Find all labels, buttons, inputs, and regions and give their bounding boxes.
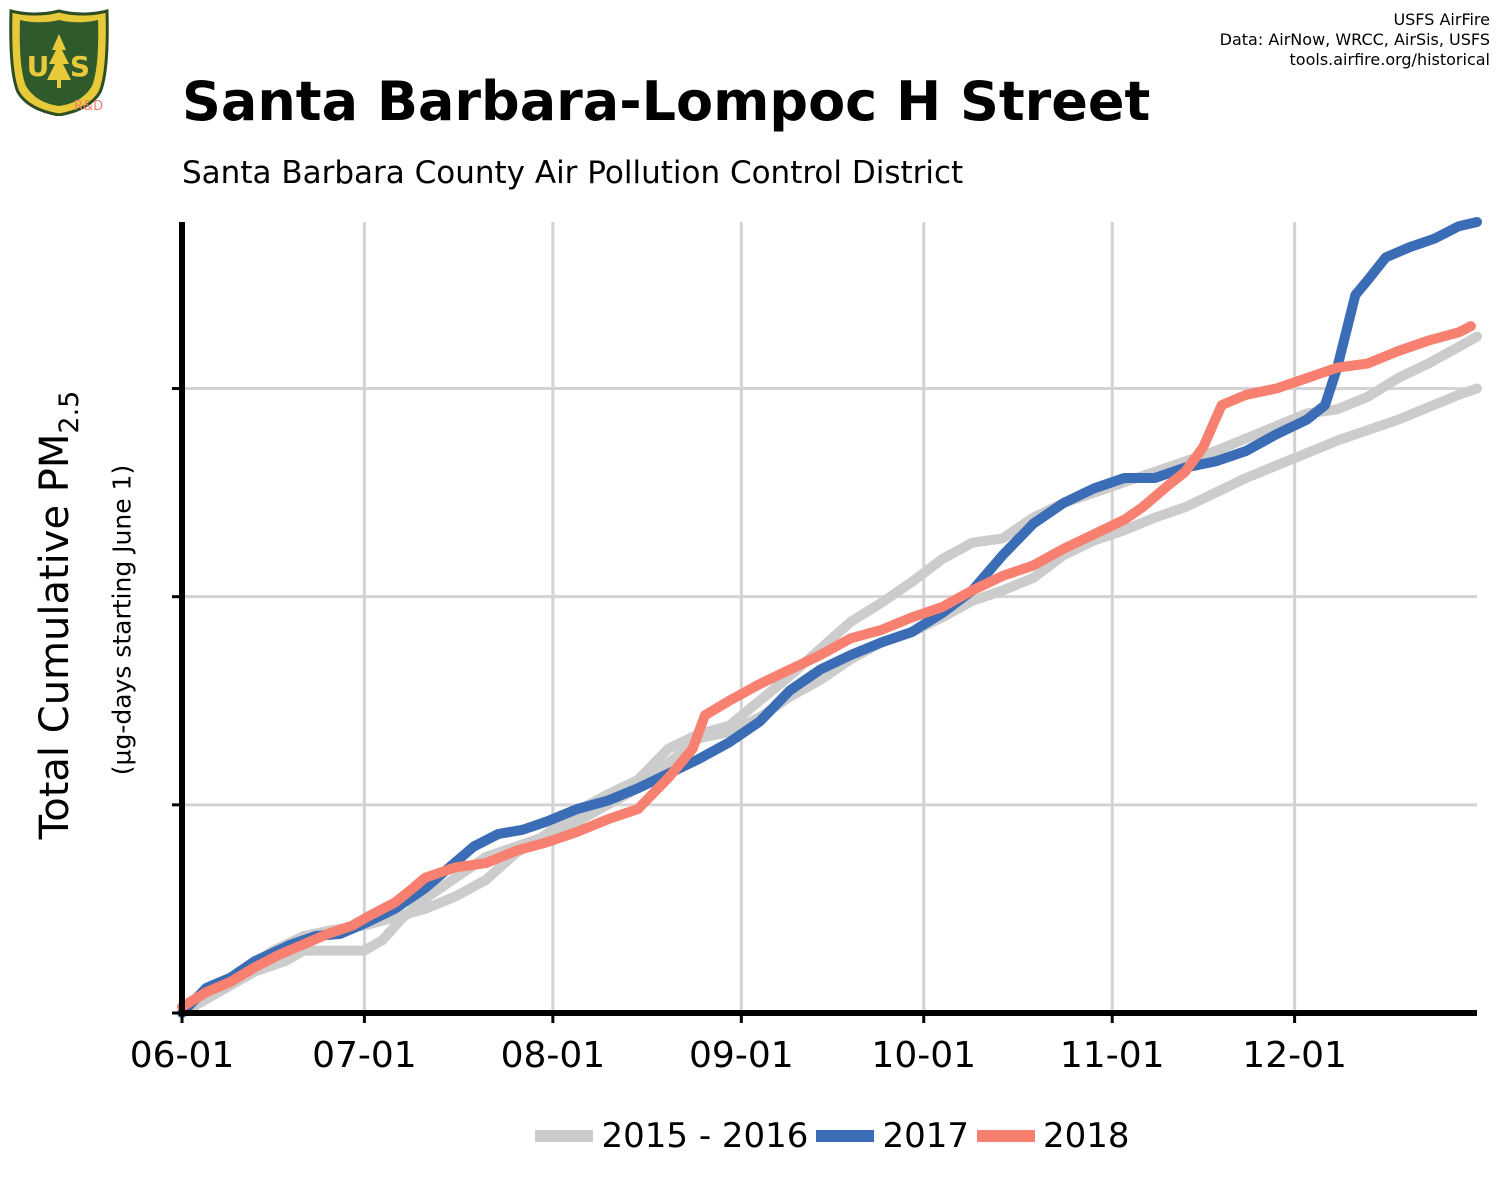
credit-line: USFS AirFire <box>1393 10 1490 29</box>
y-axis-label-subscript: 2.5 <box>54 390 85 434</box>
legend-item-2018: 2018 <box>976 1116 1130 1156</box>
legend-label: 2015 - 2016 <box>601 1116 809 1156</box>
legend-swatch <box>976 1130 1035 1142</box>
credits: USFS AirFire Data: AirNow, WRCC, AirSis,… <box>1220 10 1490 70</box>
series-line-2017 <box>177 217 1482 1018</box>
x-tick-label: 08-01 <box>501 1035 606 1076</box>
credit-line: tools.airfire.org/historical <box>1289 50 1490 69</box>
svg-text:S: S <box>70 50 90 83</box>
logo-rd-label: R&D <box>74 99 104 114</box>
legend-label: 2018 <box>1042 1116 1130 1156</box>
x-tick-label: 12-01 <box>1242 1035 1347 1076</box>
chart-title: Santa Barbara-Lompoc H Street <box>182 70 1151 133</box>
y-axis-label-main: Total Cumulative PM <box>32 433 78 840</box>
x-tick-label: 09-01 <box>689 1035 794 1076</box>
grid <box>182 222 1477 1013</box>
legend-label: 2017 <box>882 1116 969 1156</box>
legend-swatch <box>535 1130 594 1142</box>
axes: 06-01 07-01 08-01 09-01 10-01 11-01 12-01 <box>130 222 1477 1076</box>
x-tick-label: 10-01 <box>871 1035 976 1076</box>
x-tick-label: 07-01 <box>312 1035 417 1076</box>
x-tick-label: 11-01 <box>1060 1035 1165 1076</box>
y-axis-units-text: (µg-days starting June 1) <box>107 464 137 776</box>
svg-text:U: U <box>27 50 50 83</box>
series-line-2018 <box>177 321 1476 1012</box>
series-lines <box>177 217 1482 1018</box>
legend-item-2015-2016: 2015 - 2016 <box>535 1116 808 1156</box>
x-tick-label: 06-01 <box>130 1035 235 1076</box>
series-line-2015-2016 <box>177 383 1482 1018</box>
usfs-logo-icon: U S <box>9 9 109 116</box>
legend: 2015 - 2016 2017 2018 <box>0 1116 1500 1156</box>
credit-line: Data: AirNow, WRCC, AirSis, USFS <box>1219 30 1490 49</box>
chart-subtitle: Santa Barbara County Air Pollution Contr… <box>182 155 964 191</box>
legend-item-2017: 2017 <box>816 1116 969 1156</box>
legend-swatch <box>816 1130 875 1142</box>
series-line-2015-2016 <box>177 331 1482 1018</box>
